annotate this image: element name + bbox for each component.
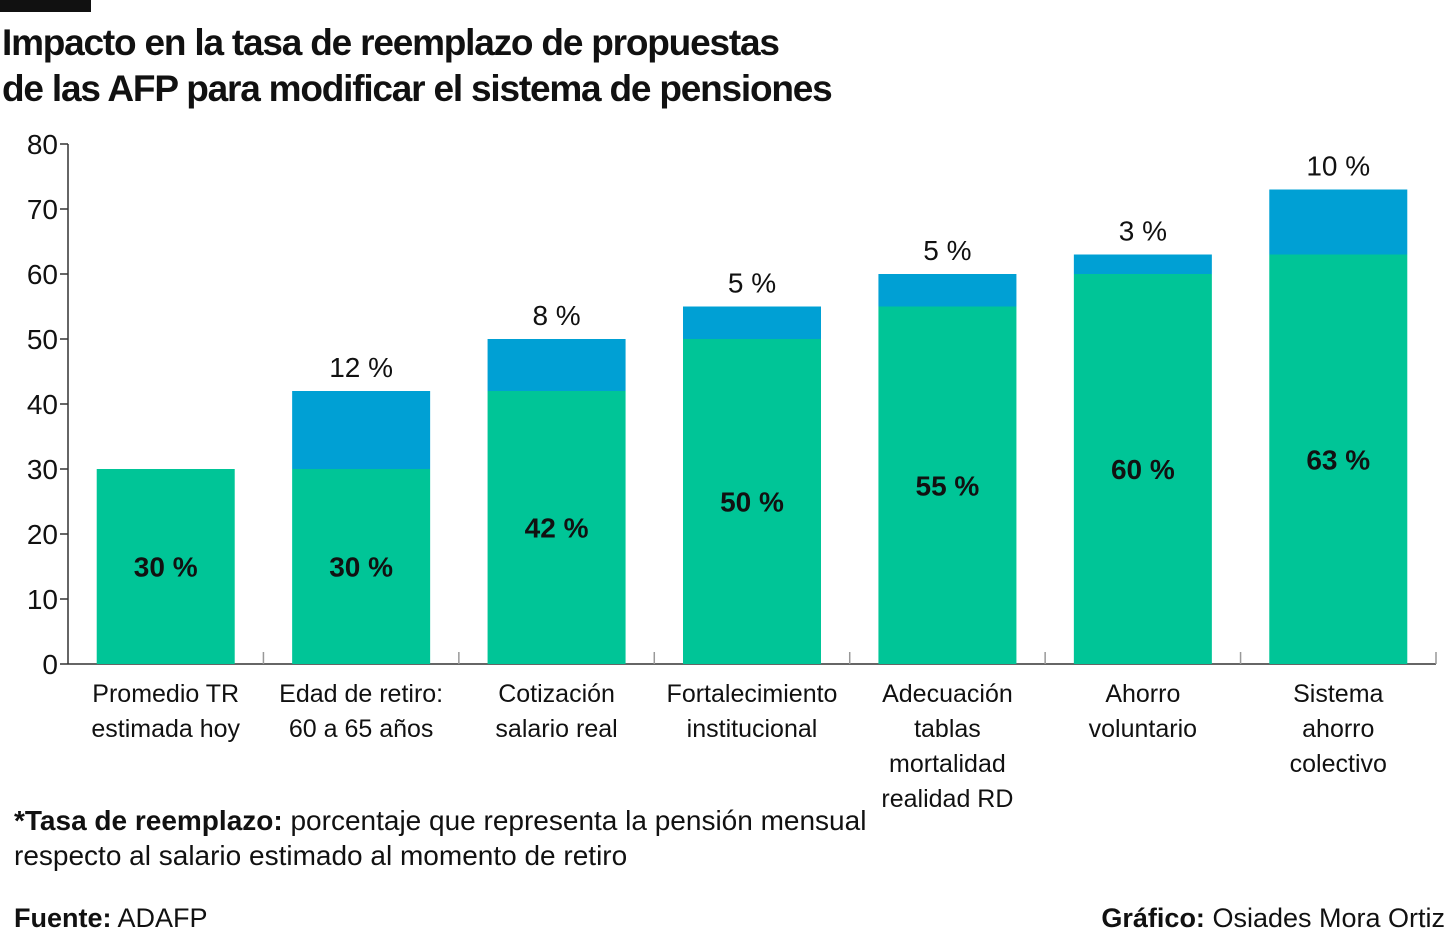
x-category-label: institucional [687,715,818,743]
increment-data-label: 12 % [329,352,393,383]
bar-base [683,339,821,664]
increment-data-label: 8 % [532,300,580,331]
x-category-label: colectivo [1290,750,1387,778]
base-data-label: 42 % [525,513,589,544]
bar-base [878,306,1017,664]
bar-increment [878,274,1017,307]
source-value: ADAFP [111,903,208,933]
y-tick-label: 0 [42,649,58,680]
credit-value: Osiades Mora Ortiz [1204,903,1445,933]
footnote-definition: porcentaje que representa la pensión men… [14,805,867,871]
top-rule [0,0,91,12]
x-category-label: Edad de retiro: [279,680,443,708]
y-tick-label: 50 [27,324,58,355]
x-category-label: Cotización [498,680,615,708]
base-data-label: 30 % [329,552,393,583]
x-category-label: tablas [914,715,981,743]
y-tick-label: 10 [27,584,58,615]
credit-line: Gráfico: Osiades Mora Ortiz [1101,902,1445,934]
bar-increment [1073,254,1212,274]
bar-base [1073,274,1212,664]
x-category-label: salario real [495,715,617,743]
x-category-label: 60 a 65 años [289,715,434,743]
footnote-term: *Tasa de reemplazo: [14,805,283,836]
bar-base [1269,254,1408,664]
x-category-label: realidad RD [881,785,1013,810]
base-data-label: 30 % [134,552,198,583]
footnote: *Tasa de reemplazo: porcentaje que repre… [14,803,874,873]
source-line: Fuente: ADAFP [14,902,208,934]
bar-increment [487,339,626,391]
chart-title-line-1: Impacto en la tasa de reemplazo de propu… [2,22,780,63]
x-category-label: Ahorro [1105,680,1180,708]
base-data-label: 55 % [916,470,980,501]
increment-data-label: 5 % [923,235,971,266]
bar-increment [1269,189,1408,255]
y-tick-label: 80 [27,130,58,160]
x-category-label: mortalidad [889,750,1006,778]
base-data-label: 63 % [1306,444,1370,475]
bar-base [487,391,626,664]
increment-data-label: 5 % [728,268,776,299]
source-label: Fuente: [14,903,112,933]
y-tick-label: 70 [27,194,58,225]
chart-title-line-2: de las AFP para modificar el sistema de … [2,68,833,109]
chart-title: Impacto en la tasa de reemplazo de propu… [2,20,1102,112]
stacked-bar-chart: 0 10 20 30 40 50 60 70 80 30 % Promedio TR estimada… [27,130,1437,810]
bar-increment [683,306,821,339]
credit-label: Gráfico: [1101,903,1205,933]
x-category-label: estimada hoy [91,715,240,743]
increment-data-label: 10 % [1306,151,1370,182]
bar-increment [292,391,431,469]
y-tick-label: 30 [27,454,58,485]
bar-base [96,469,235,664]
y-tick-label: 60 [27,259,58,290]
base-data-label: 60 % [1111,454,1175,485]
x-category-label: Adecuación [882,680,1013,708]
y-tick-label: 40 [27,389,58,420]
x-category-label: ahorro [1302,715,1374,743]
x-category-label: Promedio TR [92,680,239,708]
increment-data-label: 3 % [1119,216,1167,247]
y-tick-label: 20 [27,519,58,550]
x-category-label: Fortalecimiento [667,680,838,708]
bar-base [292,469,431,664]
base-data-label: 50 % [720,487,784,518]
x-category-label: voluntario [1089,715,1197,743]
x-category-label: Sistema [1293,680,1383,708]
